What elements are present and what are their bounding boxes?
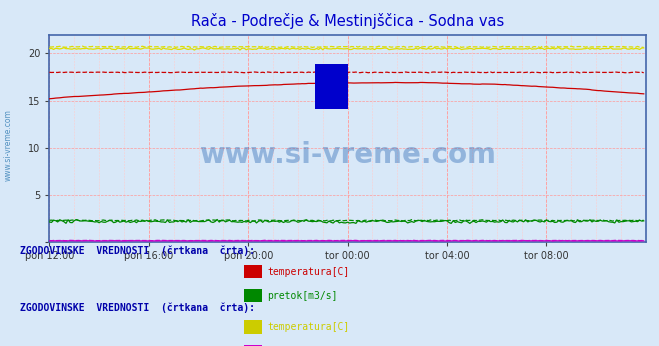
Text: ZGODOVINSKE  VREDNOSTI  (črtkana  črta):: ZGODOVINSKE VREDNOSTI (črtkana črta):	[20, 246, 255, 256]
Bar	[315, 64, 348, 109]
Text: temperatura[C]: temperatura[C]	[268, 267, 350, 277]
Title: Rača - Podrečje & Mestinjščica - Sodna vas: Rača - Podrečje & Mestinjščica - Sodna v…	[191, 13, 504, 29]
Text: www.si-vreme.com: www.si-vreme.com	[199, 141, 496, 169]
Text: www.si-vreme.com: www.si-vreme.com	[3, 109, 13, 181]
Text: temperatura[C]: temperatura[C]	[268, 322, 350, 333]
Text: pretok[m3/s]: pretok[m3/s]	[268, 291, 338, 301]
Text: ZGODOVINSKE  VREDNOSTI  (črtkana  črta):: ZGODOVINSKE VREDNOSTI (črtkana črta):	[20, 303, 255, 313]
